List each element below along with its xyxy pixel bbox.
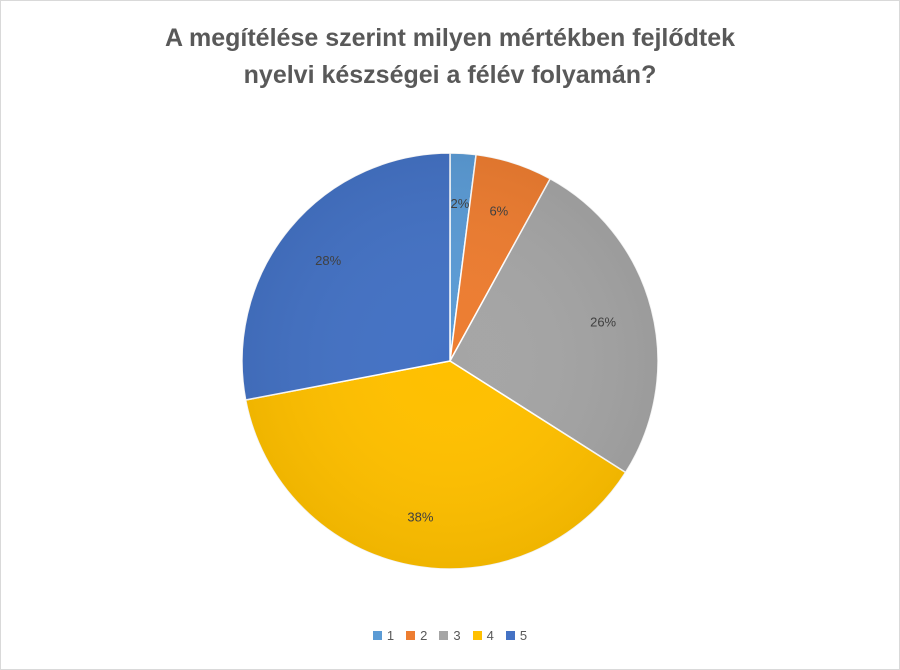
legend-swatch-3: [439, 631, 449, 640]
data-label-1: 2%: [451, 196, 470, 211]
legend-item-5: 5: [505, 628, 528, 643]
legend-swatch-2: [406, 631, 416, 640]
data-label-4: 38%: [407, 509, 433, 524]
data-label-5: 28%: [315, 253, 341, 268]
chart-title-line-1: A megítélése szerint milyen mértékben fe…: [164, 24, 736, 52]
data-label-2: 6%: [489, 204, 508, 219]
chart-title: A megítélése szerint milyen mértékben fe…: [0, 20, 900, 94]
legend-item-3: 3: [439, 628, 461, 643]
legend-label-3: 3: [453, 628, 461, 643]
legend: 1 2 3 4 5: [0, 628, 900, 643]
chart-title-line-2: nyelvi készségei a félév folyamán?: [243, 61, 657, 89]
legend-item-1: 1: [372, 628, 395, 643]
legend-label-4: 4: [486, 628, 494, 643]
legend-swatch-1: [372, 631, 382, 640]
legend-label-1: 1: [386, 628, 395, 643]
legend-swatch-5: [505, 631, 515, 640]
legend-label-5: 5: [519, 628, 528, 643]
legend-label-2: 2: [420, 628, 428, 643]
pie-slice-5: [241, 152, 451, 401]
legend-item-4: 4: [472, 628, 494, 643]
legend-item-2: 2: [406, 628, 427, 643]
legend-swatch-4: [472, 631, 482, 640]
data-label-3: 26%: [590, 315, 616, 330]
